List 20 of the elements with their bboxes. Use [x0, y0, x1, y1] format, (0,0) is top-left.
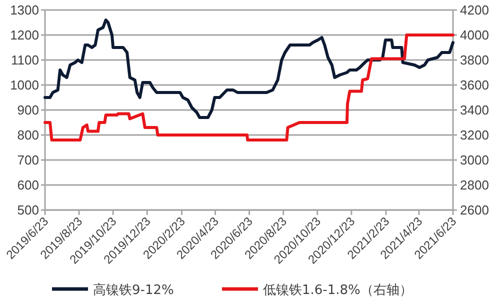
legend-label: 低镍铁1.6-1.8%（右轴）	[263, 283, 412, 298]
y-tick-label: 600	[17, 178, 39, 192]
legend-label: 高镍铁9-12%	[93, 282, 174, 298]
y-tick-label: 1100	[11, 52, 39, 68]
y2-tick-label: 3600	[460, 78, 489, 92]
y-tick-label: 500	[17, 202, 39, 218]
y-tick-label: 1200	[10, 28, 39, 42]
y-tick-label: 800	[17, 128, 39, 142]
y-tick-label: 1300	[10, 2, 39, 18]
y2-tick-label: 2800	[460, 178, 489, 192]
y-tick-label: 1000	[10, 78, 39, 92]
y2-tick-label: 3000	[460, 152, 489, 168]
y2-tick-label: 4000	[460, 28, 489, 42]
y2-tick-label: 3200	[460, 128, 489, 142]
y-tick-label: 700	[17, 152, 39, 168]
y2-tick-label: 3800	[460, 52, 489, 68]
y2-tick-label: 4200	[460, 2, 489, 18]
y2-tick-label: 2600	[460, 202, 489, 218]
y-tick-label: 900	[17, 102, 39, 118]
y2-tick-label: 3400	[460, 102, 489, 118]
